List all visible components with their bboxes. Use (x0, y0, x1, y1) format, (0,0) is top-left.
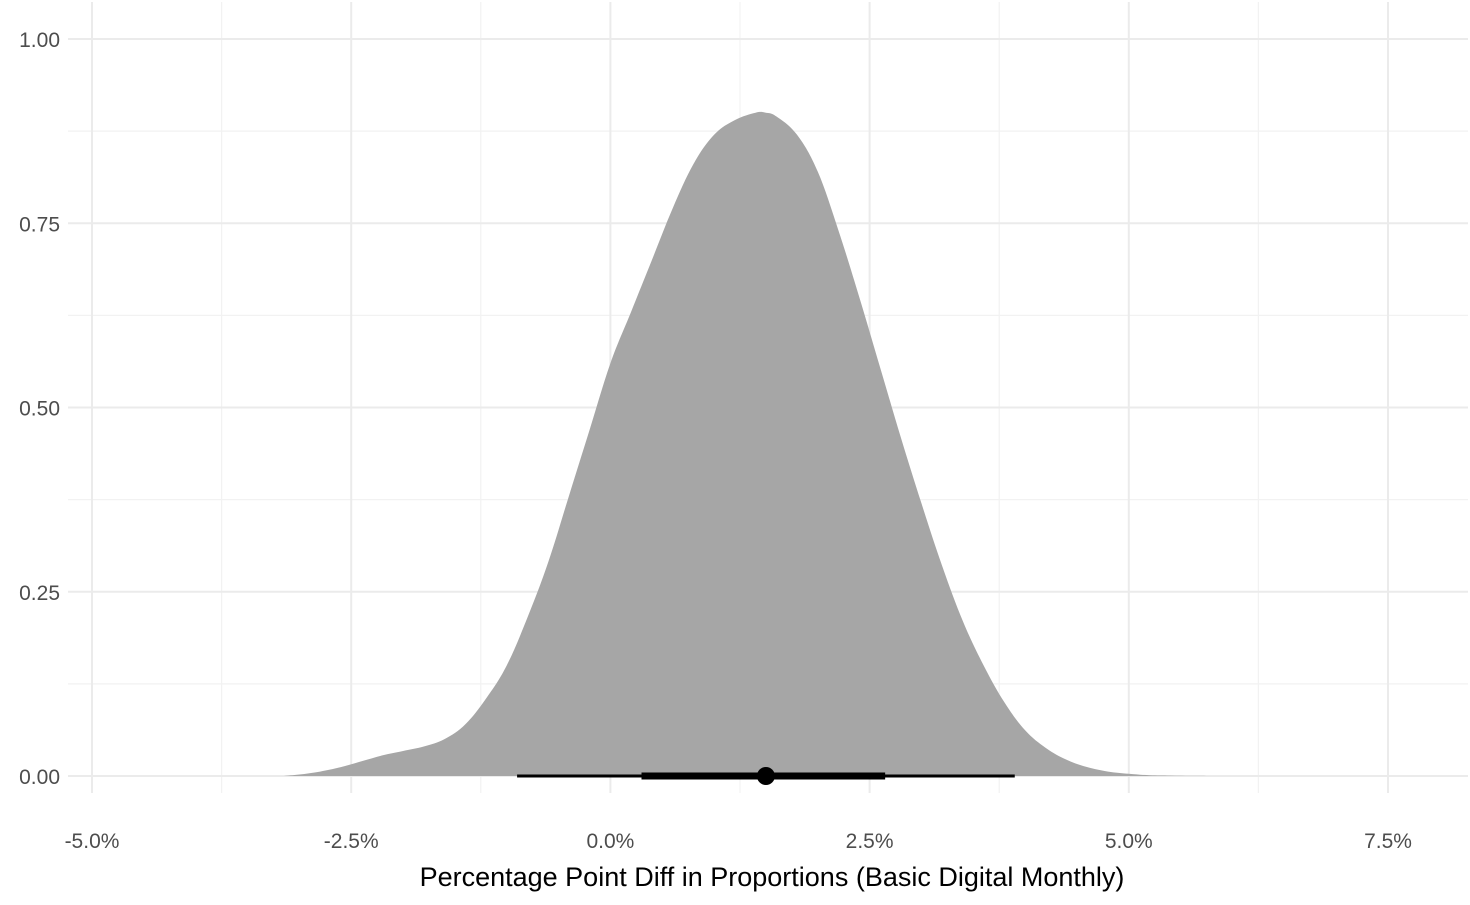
y-tick-label: 0.25 (19, 582, 60, 605)
x-tick-label: 5.0% (1105, 830, 1153, 853)
y-tick-label: 0.75 (19, 213, 60, 236)
point-estimate (756, 767, 775, 785)
density-layer (283, 111, 1210, 776)
y-tick-label: 0.50 (19, 398, 60, 421)
x-axis-title: Percentage Point Diff in Proportions (Ba… (420, 862, 1125, 892)
interval-layer (517, 767, 1015, 785)
x-tick-label: 7.5% (1364, 830, 1412, 853)
x-tick-labels: -5.0% -2.5% 0.0% 2.5% 5.0% 7.5% (65, 830, 1412, 853)
x-tick-label: 2.5% (846, 830, 894, 853)
y-tick-label: 0.00 (19, 766, 60, 789)
density-area (283, 111, 1210, 776)
x-tick-label: -5.0% (65, 830, 120, 853)
y-tick-label: 1.00 (19, 29, 60, 52)
y-tick-labels: 0.00 0.25 0.50 0.75 1.00 (19, 29, 60, 789)
x-tick-label: -2.5% (324, 830, 379, 853)
x-tick-label: 0.0% (586, 830, 634, 853)
